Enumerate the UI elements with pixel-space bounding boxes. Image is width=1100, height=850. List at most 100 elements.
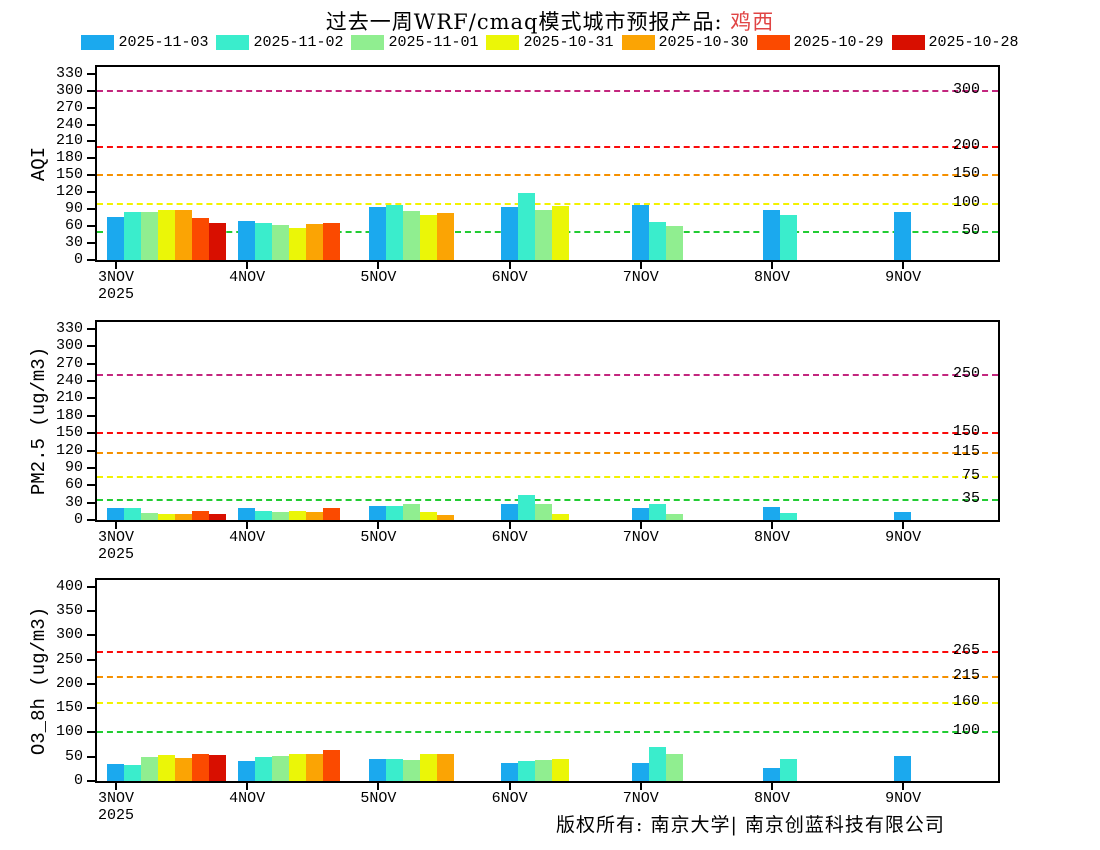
y-tick-label: 120 — [55, 183, 83, 201]
x-tick-mark — [508, 783, 511, 790]
bar-2025-11-02-8NOV — [780, 513, 797, 520]
x-tick-label: 9NOV — [885, 529, 922, 546]
bar-2025-11-03-7NOV — [631, 508, 649, 520]
bar-2025-11-01-5NOV — [403, 760, 421, 781]
threshold-line — [97, 202, 998, 205]
legend-label: 2025-10-28 — [928, 34, 1019, 51]
x-tick-label: 5NOV — [360, 269, 397, 286]
legend-item: 2025-11-03 — [81, 34, 208, 51]
y-tick-label: 300 — [55, 81, 83, 99]
bar-2025-10-28-3NOV — [209, 223, 226, 260]
x-tick-mark — [377, 522, 380, 529]
y-tick-label: 180 — [55, 149, 83, 167]
legend-label: 2025-11-02 — [253, 34, 344, 51]
y-tick-mark — [87, 157, 95, 160]
title-city-name: 鸡西 — [730, 10, 775, 34]
threshold-label: 115 — [952, 443, 980, 461]
bar-2025-10-29-3NOV — [192, 753, 209, 781]
aqi-plot-area: AQI 0 30 60 90 120 150 180 210 240 270 300 330 300 200… — [28, 65, 1000, 303]
x-tick-mark — [115, 522, 117, 529]
x-tick-mark — [377, 783, 380, 790]
bar-2025-10-29-4NOV — [323, 508, 341, 520]
x-tick-label: 6NOV — [491, 790, 528, 807]
legend-label: 2025-11-03 — [118, 34, 209, 51]
bar-2025-10-29-3NOV — [192, 218, 209, 260]
bar-2025-11-03-3NOV — [107, 216, 124, 260]
threshold-line — [97, 89, 998, 92]
threshold-label: 150 — [952, 423, 980, 441]
bar-2025-11-03-9NOV — [894, 755, 912, 781]
legend-swatch — [81, 35, 115, 50]
bar-2025-11-03-5NOV — [369, 505, 387, 520]
y-tick-mark — [87, 362, 95, 365]
x-tick-mark — [115, 262, 117, 269]
threshold-label: 35 — [961, 489, 980, 507]
title-text: 过去一周WRF/cmaq模式城市预报产品: — [325, 10, 731, 34]
x-tick-label: 9NOV — [885, 269, 922, 286]
bar-2025-11-01-7NOV — [665, 514, 683, 520]
bar-2025-11-02-7NOV — [648, 222, 666, 260]
y-tick-label: 200 — [55, 674, 83, 692]
y-tick-mark — [87, 610, 95, 613]
x-tick-label: 3NOV 2025 — [76, 790, 156, 824]
threshold-line — [97, 651, 998, 654]
x-tick-label: 4NOV — [229, 790, 266, 807]
x-tick-mark — [771, 783, 773, 790]
legend-swatch — [621, 35, 655, 50]
bar-2025-11-03-9NOV — [894, 511, 912, 520]
legend-item: 2025-10-29 — [756, 34, 884, 51]
y-tick-label: 250 — [55, 650, 83, 668]
x-tick-year-label: 2025 — [97, 546, 134, 563]
bar-2025-11-03-6NOV — [500, 206, 518, 260]
x-tick-label: 4NOV — [229, 529, 266, 546]
y-tick-label: 50 — [64, 747, 83, 765]
bar-2025-11-01-6NOV — [534, 760, 552, 781]
bar-2025-11-03-4NOV — [238, 507, 256, 520]
x-tick-year-label: 2025 — [97, 807, 134, 824]
y-tick-label: 210 — [55, 132, 83, 150]
y-tick-mark — [87, 414, 95, 417]
y-tick-label: 400 — [55, 577, 83, 595]
y-tick-mark — [87, 466, 95, 469]
x-tick-label: 6NOV — [491, 269, 528, 286]
bar-2025-11-02-3NOV — [124, 507, 141, 520]
x-tick-label: 3NOV 2025 — [76, 529, 156, 563]
y-tick-mark — [87, 174, 95, 177]
bar-2025-11-03-8NOV — [763, 767, 780, 781]
pm25-plot-area: PM2.5 (ug/m3) 0 30 60 90 120 150 180 210 240 270 30… — [28, 320, 1000, 563]
bar-2025-11-02-7NOV — [648, 747, 666, 781]
y-tick-mark — [87, 484, 95, 487]
bar-2025-11-03-9NOV — [894, 212, 912, 260]
x-tick-mark — [902, 262, 905, 269]
y-tick-mark — [87, 501, 95, 504]
x-tick-mark — [246, 783, 249, 790]
legend-swatch — [891, 35, 925, 50]
o3-plot-area: O3_8h (ug/m3) 0 50 100 150 200 250 300 350 400 265… — [28, 578, 1000, 824]
bar-2025-10-30-5NOV — [437, 514, 455, 520]
y-tick-label: 0 — [73, 251, 83, 268]
y-tick-label: 300 — [55, 337, 83, 355]
y-tick-mark — [87, 225, 95, 228]
bar-2025-10-31-3NOV — [158, 514, 175, 520]
bar-2025-10-31-6NOV — [551, 205, 569, 260]
x-tick-label: 9NOV — [885, 790, 922, 807]
bar-2025-10-30-5NOV — [437, 754, 455, 781]
threshold-label: 160 — [952, 693, 980, 711]
x-tick-mark — [508, 522, 511, 529]
threshold-label: 150 — [952, 165, 980, 183]
legend: 2025-11-03 2025-11-02 2025-11-01 2025-10-31… — [0, 34, 1100, 51]
bar-2025-11-03-4NOV — [238, 220, 256, 260]
bar-2025-11-01-4NOV — [272, 225, 290, 260]
y-tick-label: 180 — [55, 406, 83, 424]
x-tick-label: 7NOV — [622, 529, 659, 546]
y-tick-label: 0 — [73, 511, 83, 528]
x-tick-mark — [902, 783, 905, 790]
threshold-line — [97, 498, 998, 501]
bar-2025-10-30-3NOV — [175, 210, 192, 260]
page-title: 过去一周WRF/cmaq模式城市预报产品: 鸡西 — [0, 6, 1100, 36]
bar-2025-11-02-5NOV — [386, 205, 404, 260]
bar-2025-11-03-6NOV — [500, 503, 518, 520]
bar-2025-11-01-4NOV — [272, 755, 290, 781]
y-tick-mark — [87, 72, 95, 75]
